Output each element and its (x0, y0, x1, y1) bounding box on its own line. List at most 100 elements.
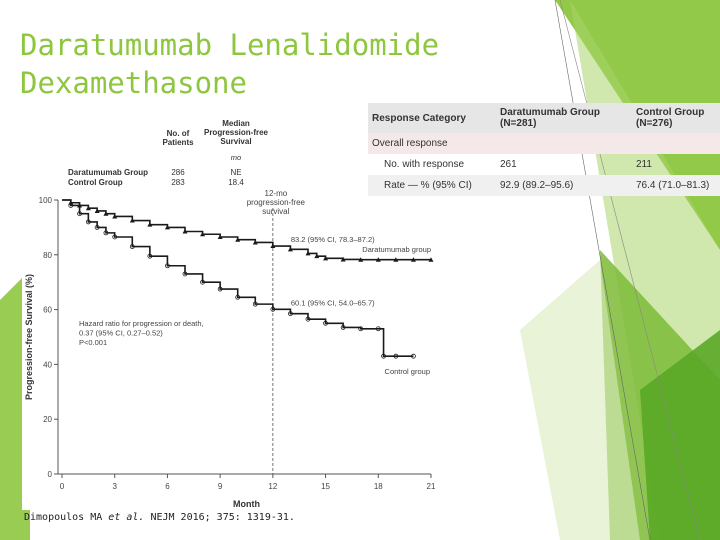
header-control: Control Group (N=276) (632, 103, 720, 133)
censor-mark-daratumumab (314, 253, 320, 259)
series-end-label: Control group (385, 367, 430, 376)
y-tick-label: 40 (43, 360, 52, 369)
milestone-label-line: progression-free (247, 198, 306, 207)
censor-mark-daratumumab (182, 229, 188, 234)
response-cell-label: No. with response (384, 159, 465, 170)
facet-pale (520, 260, 640, 540)
legend-median-header-line: Median (222, 119, 250, 128)
x-tick-label: 3 (112, 482, 117, 491)
series-end-label: Daratumumab group (362, 245, 431, 254)
milestone-label-line: 12-mo (265, 189, 288, 198)
series-annotation: 83.2 (95% CI, 78.3–87.2) (291, 235, 375, 244)
response-cell-label: Rate — % (95% CI) (368, 175, 496, 196)
censor-mark-daratumumab (112, 213, 118, 219)
censor-mark-control (411, 353, 416, 359)
censor-mark-daratumumab (129, 218, 135, 223)
response-table-body: Overall response No. with response 261 211 R… (368, 133, 720, 196)
x-tick-label: 18 (374, 482, 383, 491)
censor-mark-control (375, 326, 381, 332)
header-response-category: Response Category (368, 103, 496, 133)
response-cell-control (632, 133, 720, 154)
censor-mark-daratumumab (164, 224, 170, 230)
response-cell-dara: 92.9 (89.2–95.6) (496, 175, 632, 196)
censor-mark-daratumumab (94, 208, 100, 213)
censor-mark-daratumumab (252, 239, 258, 245)
censor-mark-daratumumab (103, 211, 109, 216)
response-table: Response Category Daratumumab Group (N=28… (368, 103, 720, 196)
legend-group-median: NE (230, 168, 241, 177)
censor-mark-control (165, 263, 170, 269)
milestone-label-line: survival (262, 207, 289, 216)
x-tick-label: 15 (321, 482, 330, 491)
x-axis-label: Month (233, 499, 260, 509)
legend-group-patients: 283 (171, 178, 185, 187)
censor-mark-control (340, 325, 346, 330)
censor-mark-daratumumab (200, 231, 206, 237)
response-cell-dara (496, 133, 632, 154)
hazard-ratio-text-line: Hazard ratio for progression or death, (79, 319, 204, 328)
legend-group-patients: 286 (171, 168, 185, 177)
citation-etal: et al. (108, 512, 145, 523)
title-line-2: Dexamethasone (20, 66, 247, 100)
censor-mark-control (381, 353, 386, 359)
legend-group-median: 18.4 (228, 178, 244, 187)
legend-median-header-line: Survival (220, 137, 251, 146)
legend-patients-header-line: Patients (162, 138, 194, 147)
legend-group-name: Daratumumab Group (68, 168, 148, 177)
citation: Dimopoulos MA et al. NEJM 2016; 375: 131… (24, 512, 295, 523)
censor-mark-daratumumab (217, 234, 223, 239)
censor-mark-control (103, 230, 109, 236)
legend-group-name: Control Group (68, 178, 123, 187)
censor-mark-control (270, 306, 276, 312)
legend-patients-header-line: No. of (167, 129, 190, 138)
censor-mark-control (358, 326, 364, 332)
citation-journal: NEJM 2016; 375: 1319-31. (144, 512, 295, 523)
censor-mark-control (305, 316, 311, 322)
x-tick-label: 9 (218, 482, 223, 491)
censor-mark-control (252, 301, 258, 307)
x-tick-label: 12 (268, 482, 277, 491)
censor-mark-control (129, 244, 135, 249)
citation-authors: Dimopoulos MA (24, 512, 109, 523)
response-cell-label: Overall response (368, 133, 496, 154)
slide-title: Daratumumab Lenalidomide Dexamethasone (20, 26, 540, 102)
censor-mark-control (235, 294, 241, 300)
censor-mark-daratumumab (410, 257, 416, 262)
y-tick-label: 20 (43, 415, 52, 424)
legend-median-unit: mo (231, 153, 241, 162)
censor-mark-daratumumab (270, 243, 276, 249)
response-row: Rate — % (95% CI) 92.9 (89.2–95.6) 76.4 (7… (368, 175, 720, 196)
facet-bottom (640, 330, 720, 540)
hazard-ratio-text-line: 0.37 (95% CI, 0.27–0.52) (79, 329, 163, 338)
title-line-1: Daratumumab Lenalidomide (20, 28, 440, 62)
y-tick-label: 80 (43, 251, 52, 260)
hazard-ratio-text-line: P<0.001 (79, 338, 107, 347)
x-tick-label: 6 (165, 482, 170, 491)
censor-mark-control (288, 311, 293, 317)
chart-axes (54, 199, 432, 478)
censor-mark-daratumumab (393, 257, 399, 262)
hazard-ratio-text: Hazard ratio for progression or death, 0.… (79, 319, 204, 347)
header-daratumumab: Daratumumab Group (N=281) (496, 103, 632, 133)
censor-mark-daratumumab (358, 257, 364, 262)
censor-mark-daratumumab (305, 250, 311, 256)
response-cell-control: 211 (636, 159, 652, 170)
censor-mark-control (147, 253, 153, 259)
censor-mark-control (200, 279, 205, 285)
censor-mark-control (85, 219, 91, 225)
censor-mark-control (217, 286, 223, 292)
y-axis-label: Progression-free Survival (%) (24, 274, 34, 400)
censor-mark-daratumumab (287, 246, 293, 252)
x-tick-label: 0 (60, 482, 65, 491)
censor-mark-control (112, 234, 118, 240)
facet-line-1 (554, 0, 651, 540)
y-tick-label: 0 (48, 470, 53, 479)
x-tick-label: 21 (427, 482, 436, 491)
censor-mark-daratumumab (340, 256, 346, 262)
censor-mark-control (182, 271, 188, 277)
y-tick-label: 60 (43, 306, 52, 315)
response-row: No. with response 261 211 (368, 154, 720, 175)
censor-mark-control (323, 320, 328, 326)
censor-mark-daratumumab (147, 222, 153, 227)
